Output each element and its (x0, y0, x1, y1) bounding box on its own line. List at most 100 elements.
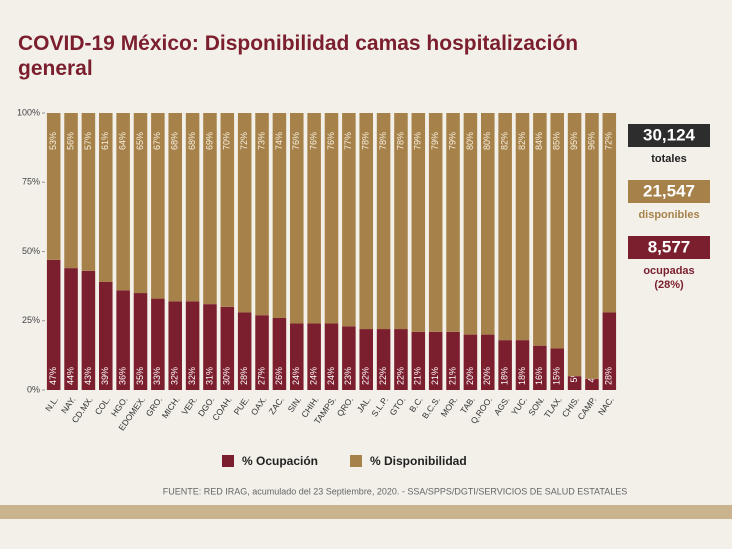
bar-segment (533, 113, 547, 346)
source: FUENTE: RED IRAG, acumulado del 23 Septi… (163, 486, 628, 496)
bar-segment (81, 270, 96, 390)
value-label: 96% (586, 132, 596, 150)
bar-segment (133, 293, 148, 390)
value-label: 23% (343, 367, 353, 385)
bar-segment (498, 340, 512, 390)
bar-segment (515, 113, 530, 341)
bar-segment (428, 331, 443, 390)
value-label: 39% (100, 367, 110, 385)
value-label: 21% (447, 367, 457, 385)
bar-segment (550, 348, 564, 390)
value-label: 76% (291, 132, 301, 150)
value-label: 18% (500, 367, 510, 385)
y-tick-label: 100% (17, 107, 40, 117)
value-label: 67% (152, 132, 162, 150)
bar-segment (567, 376, 582, 390)
bar-segment (376, 113, 391, 330)
y-tick-label: 25% (22, 315, 40, 325)
bar-segment (446, 113, 460, 332)
value-label: 18% (517, 367, 527, 385)
legend-label: % Ocupación (242, 454, 318, 468)
bar-segment (220, 306, 235, 390)
value-label: 43% (83, 367, 93, 385)
y-tick-label: 0% (27, 384, 40, 394)
bar-segment (81, 113, 96, 271)
legend-swatch (350, 455, 362, 467)
bar-segment (99, 281, 113, 390)
value-label: 24% (326, 367, 336, 385)
bar-segment (463, 113, 478, 335)
bar-segment (533, 345, 547, 390)
value-label: 21% (430, 367, 440, 385)
value-label: 20% (482, 367, 492, 385)
summary-box (628, 180, 710, 203)
value-label: 68% (170, 132, 180, 150)
summary-number: 30,124 (643, 125, 696, 144)
summary-text: ocupadas (643, 265, 694, 277)
value-label: 84% (534, 132, 544, 150)
bar-segment (585, 113, 599, 379)
bar-segment (99, 113, 113, 282)
value-label: 20% (465, 367, 475, 385)
bar-segment (342, 326, 356, 390)
value-label: 70% (222, 132, 232, 150)
bar-segment (237, 113, 252, 313)
y-tick-label: 75% (22, 177, 40, 187)
bar-segment (255, 315, 269, 390)
bar-segment (272, 113, 287, 318)
value-label: 77% (343, 132, 353, 150)
value-label: 22% (395, 367, 405, 385)
value-label: 69% (204, 132, 214, 150)
bar-segment (481, 334, 495, 390)
value-label: 32% (187, 367, 197, 385)
value-label: 64% (118, 132, 128, 150)
bar-segment (342, 113, 356, 327)
bar-segment (585, 378, 599, 390)
bar-segment (411, 331, 426, 390)
value-label: 16% (534, 367, 544, 385)
value-label: 82% (500, 132, 510, 150)
value-label: 22% (361, 367, 371, 385)
value-label: 78% (395, 132, 405, 150)
value-label: 24% (309, 367, 319, 385)
value-label: 79% (413, 132, 423, 150)
footer-band (0, 505, 732, 519)
bar-segment (272, 317, 287, 390)
value-label: 79% (430, 132, 440, 150)
value-label: 32% (170, 367, 180, 385)
y-tick-label: 50% (22, 246, 40, 256)
value-label: 57% (83, 132, 93, 150)
value-label: 85% (552, 132, 562, 150)
value-label: 22% (378, 367, 388, 385)
value-label: 56% (65, 132, 75, 150)
bar-segment (394, 329, 408, 390)
bar-segment (307, 323, 321, 390)
bar-segment (46, 259, 61, 390)
bar-segment (411, 113, 426, 332)
bar-segment (498, 113, 512, 341)
bar-segment (550, 113, 564, 349)
value-label: 76% (309, 132, 319, 150)
value-label: 35% (135, 367, 145, 385)
value-label: 78% (378, 132, 388, 150)
value-label: 30% (222, 367, 232, 385)
bar-segment (481, 113, 495, 335)
bar-segment (515, 340, 530, 390)
bar-segment (290, 113, 304, 324)
value-label: 74% (274, 132, 284, 150)
bar-segment (151, 298, 165, 390)
value-label: 68% (187, 132, 197, 150)
value-label: 15% (552, 367, 562, 385)
value-label: 73% (256, 132, 266, 150)
bar-segment (463, 334, 478, 390)
bar-segment (185, 113, 200, 302)
bar-segment (428, 113, 443, 332)
value-label: 78% (361, 132, 371, 150)
bar-segment (567, 113, 582, 377)
bar-segment (116, 113, 130, 291)
value-label: 72% (604, 132, 614, 150)
summary-box (628, 124, 710, 147)
bar-segment (168, 301, 182, 390)
value-label: 80% (482, 132, 492, 150)
